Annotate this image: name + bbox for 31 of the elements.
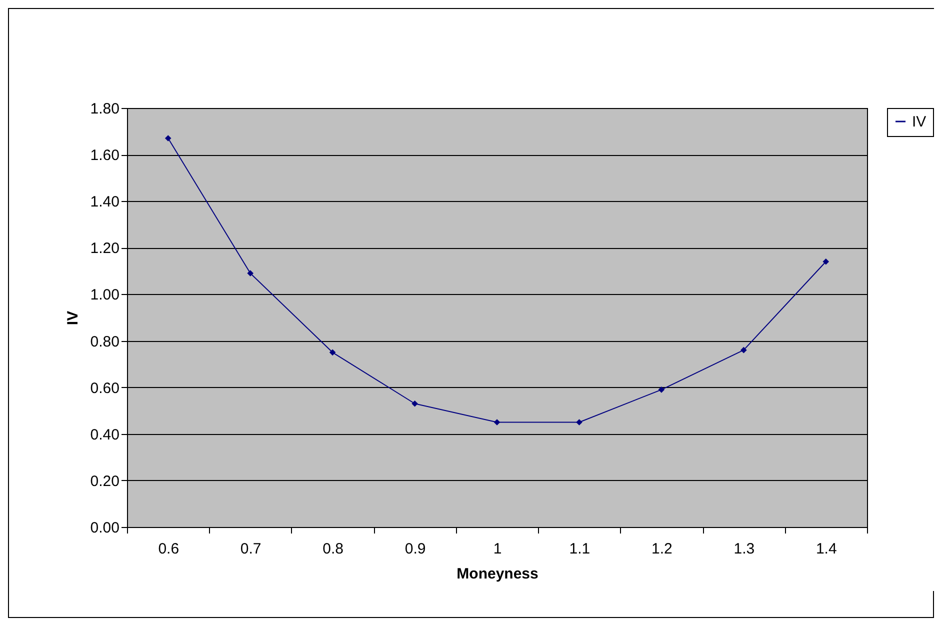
x-tick-label: 1.3 (734, 540, 755, 558)
y-tick-label: 0.20 (90, 472, 120, 490)
point (164, 135, 172, 142)
x-tick-label: 1.1 (569, 540, 590, 558)
point (658, 386, 665, 393)
x-axis-title: Moneyness (456, 566, 538, 582)
x-tick-label: 1.2 (652, 540, 672, 558)
x-tick-label: 0.9 (404, 540, 426, 558)
y-tick-label: 1.00 (90, 286, 120, 304)
point (247, 270, 254, 276)
y-tick-label: 0.60 (90, 380, 120, 397)
y-tick-label: 1.60 (90, 147, 120, 164)
x-tick-label: 0.7 (240, 540, 262, 558)
y-tick-label: 0.80 (90, 333, 120, 350)
x-tick-label: 1.4 (816, 540, 837, 558)
x-tick-label: 0.8 (322, 540, 344, 558)
point (740, 346, 747, 354)
point (329, 349, 336, 356)
y-tick-label: 1.40 (90, 194, 120, 211)
x-tick-label: 1 (493, 540, 502, 558)
point (412, 400, 418, 407)
y-tick-label: 1.80 (90, 100, 120, 118)
y-axis-title: IV (64, 310, 82, 326)
y-tick-label: 0.40 (90, 426, 120, 444)
legend-label: IV (912, 114, 926, 130)
y-tick-label: 1.20 (90, 240, 120, 258)
point (822, 258, 830, 265)
point (576, 419, 582, 426)
x-tick-label: 0.6 (158, 540, 180, 558)
point (494, 419, 500, 426)
y-tick-label: 0.00 (90, 520, 120, 536)
